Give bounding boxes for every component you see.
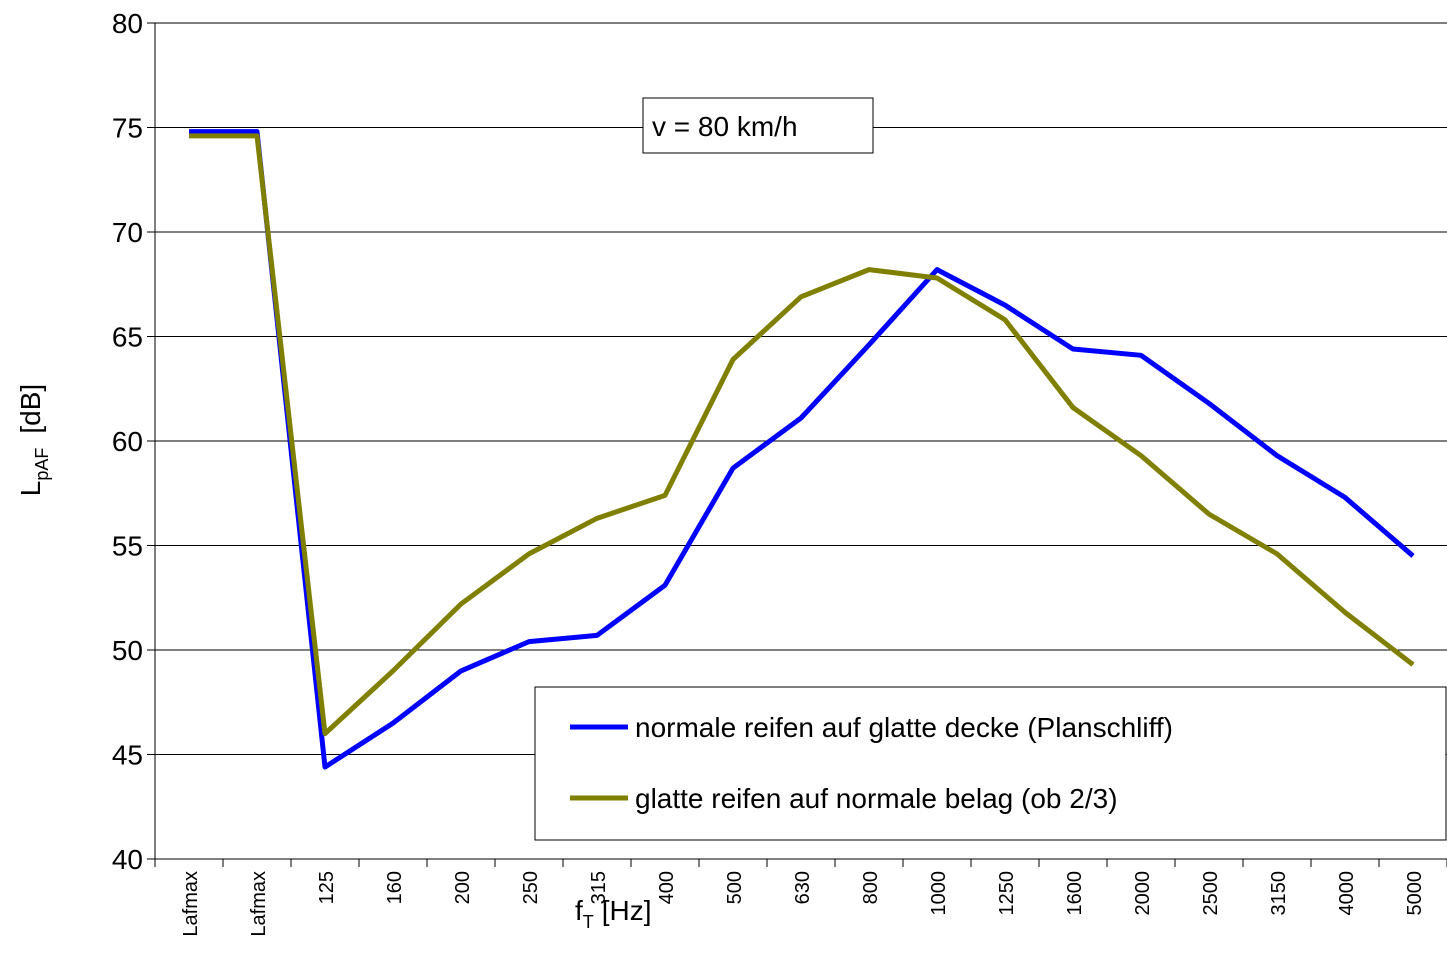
x-tick-label: 4000 [1336,871,1358,916]
x-axis-label: fT [Hz] [575,895,652,932]
series-line [189,129,1415,770]
x-tick-label: 1600 [1064,871,1086,916]
x-tick-label: 800 [860,871,882,904]
y-tick-label: 60 [112,426,143,457]
x-tick-label: 200 [452,871,474,904]
x-tick-label: Lafmax [248,871,270,937]
y-label-unit: [dB] [15,384,46,434]
y-tick-label: 50 [112,635,143,666]
y-tick-label: 65 [112,322,143,353]
x-tick-label: 125 [316,871,338,904]
annotation-box [642,97,874,154]
y-tick-label: 75 [112,113,143,144]
y-tick-label: 80 [112,8,143,39]
y-tick-label: 70 [112,217,143,248]
x-tick-label: 500 [724,871,746,904]
y-tick-label: 40 [112,844,143,875]
y-label-main: L [15,481,46,497]
x-tick-label: Lafmax [180,871,202,937]
legend-box [534,686,1447,841]
annotation: v = 80 km/h [652,111,798,142]
x-tick-label: 3150 [1268,871,1290,916]
x-label-sub: T [583,912,594,932]
series-line [189,133,1415,737]
x-label-main: f [575,895,583,926]
x-tick-label: 250 [520,871,542,904]
x-tick-label: 5000 [1404,871,1426,916]
y-tick-label: 55 [112,531,143,562]
x-tick-label: 315 [588,871,610,904]
y-tick-label: 45 [112,740,143,771]
x-tick-label: 1250 [996,871,1018,916]
x-label-unit: [Hz] [602,895,652,926]
legend-label: normale reifen auf glatte decke (Plansch… [635,712,1173,743]
x-tick-label: 160 [384,871,406,904]
y-axis-label: LpAF [dB] [15,384,52,496]
x-tick-label: 1000 [928,871,950,916]
y-label-sub: pAF [32,448,52,481]
x-tick-label: 2000 [1132,871,1154,916]
x-tick-label: 400 [656,871,678,904]
legend-label: glatte reifen auf normale belag (ob 2/3) [635,783,1118,814]
x-tick-label: 630 [792,871,814,904]
x-tick-label: 2500 [1200,871,1222,916]
